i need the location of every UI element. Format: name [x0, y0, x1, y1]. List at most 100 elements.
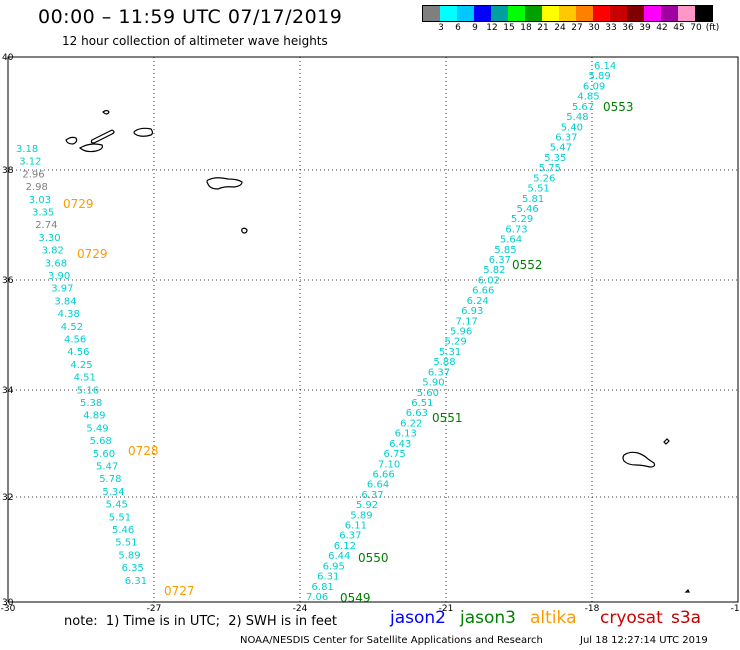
coastline [65, 109, 690, 593]
legend-label: 15 [503, 23, 515, 33]
swh-value: 4.85 [577, 92, 599, 103]
swh-value: 5.47 [96, 462, 118, 473]
swh-value: 6.37 [361, 490, 383, 501]
swh-value: 7.17 [456, 316, 478, 327]
swh-value: 3.82 [42, 246, 64, 257]
swh-value: 5.51 [528, 184, 550, 195]
lat-tick-label: 32 [2, 493, 13, 503]
swh-value: 6.37 [555, 132, 577, 143]
swh-value: 5.51 [115, 538, 137, 549]
swh-value: 2.98 [26, 182, 48, 193]
legend-label: 45 [673, 23, 685, 33]
swh-value: 6.09 [583, 81, 605, 92]
east-track-points: 6.145.896.094.855.675.485.406.375.475.35… [306, 61, 634, 605]
legend-label: 36 [622, 23, 634, 33]
legend-label: 9 [472, 23, 478, 33]
swh-value: 6.37 [339, 531, 361, 542]
swh-value: 5.89 [118, 550, 140, 561]
legend-swatch [440, 6, 457, 21]
island-1 [102, 109, 110, 115]
legend-swatch [423, 6, 440, 21]
satellite-jason3: jason3 [460, 608, 516, 628]
west-track-points: 3.18 3.122.96 2.98 3.03 3.352.74 3.30 3.823.68… [16, 144, 195, 598]
swh-value: 5.26 [533, 173, 555, 184]
swh-value: 6.11 [345, 521, 367, 532]
swh-value: 5.45 [106, 500, 128, 511]
lat-tick-label: 30 [2, 598, 14, 608]
map-title: 00:00 – 11:59 UTC 07/17/2019 [38, 6, 343, 28]
pass-time-label: 0729 [63, 197, 94, 211]
generated-timestamp: Jul 18 12:27:14 UTC 2019 [580, 635, 708, 646]
legend-swatch [457, 6, 474, 21]
legend-swatch [610, 6, 627, 21]
swh-value: 6.93 [461, 306, 483, 317]
swh-value: 5.82 [483, 265, 505, 276]
legend-label: 30 [588, 23, 600, 33]
swh-value: 6.35 [122, 563, 144, 574]
legend-swatch [542, 6, 559, 21]
swh-value: 6.81 [312, 582, 334, 593]
pass-time-label: 0551 [432, 411, 463, 425]
lon-tick-label: -21 [439, 604, 454, 614]
swh-value: 4.51 [74, 373, 96, 384]
legend-label: 42 [656, 23, 668, 33]
swh-value: 4.56 [64, 335, 86, 346]
pass-time-label: 0549 [340, 591, 371, 605]
swh-value: 6.64 [367, 480, 389, 491]
satellite-s3a: s3a [671, 608, 702, 628]
island-2 [65, 136, 78, 145]
swh-value: 5.88 [433, 357, 455, 368]
swh-value: 3.18 [16, 144, 38, 155]
lon-tick-label: -24 [293, 604, 308, 614]
swh-value: 6.22 [400, 418, 422, 429]
swh-value: 5.89 [350, 510, 372, 521]
lat-tick-label: 36 [2, 276, 14, 286]
swh-value: 6.43 [389, 439, 411, 450]
swh-value: 6.24 [467, 296, 489, 307]
island-4 [90, 129, 115, 144]
swh-value: 5.78 [99, 474, 121, 485]
swh-value: 5.46 [112, 525, 134, 536]
pass-time-label: 0553 [603, 100, 634, 114]
pass-time-label: 0728 [128, 444, 159, 458]
pass-time-label: 0550 [358, 551, 389, 565]
swh-value: 6.66 [472, 286, 494, 297]
swh-value: 3.30 [38, 233, 60, 244]
swh-value: 5.68 [90, 436, 112, 447]
swh-value: 5.67 [572, 102, 594, 113]
legend-label: 12 [486, 23, 498, 33]
swh-value: 4.38 [58, 309, 80, 320]
swh-value: 6.31 [125, 576, 147, 587]
swh-value: 6.75 [384, 449, 406, 460]
legend-swatch [508, 6, 525, 21]
swh-value: 2.74 [35, 220, 57, 231]
swh-value: 5.29 [444, 337, 466, 348]
satellite-altika: altika [530, 608, 577, 628]
island-5 [133, 127, 154, 137]
swh-value: 4.52 [61, 322, 83, 333]
map-frame [7, 56, 739, 603]
swh-value: 6.66 [372, 469, 394, 480]
swh-value: 3.84 [54, 296, 76, 307]
swh-value: 5.40 [561, 122, 583, 133]
legend-label: (ft) [705, 23, 720, 33]
legend-label: 27 [571, 23, 583, 33]
legend-label: 6 [455, 23, 461, 33]
swh-value: 7.06 [306, 592, 328, 603]
swh-value: 5.60 [417, 388, 439, 399]
swh-value: 5.51 [109, 512, 131, 523]
swh-value: 5.31 [439, 347, 461, 358]
legend-label: 3 [438, 23, 444, 33]
map-subtitle: 12 hour collection of altimeter wave hei… [62, 34, 328, 48]
swh-value: 5.48 [566, 112, 588, 123]
swh-value: 5.64 [500, 235, 522, 246]
satellite-jason2: jason2 [390, 608, 446, 628]
swh-value: 6.73 [505, 224, 527, 235]
swh-value: 6.13 [395, 429, 417, 440]
swh-value: 4.89 [83, 411, 105, 422]
swh-value: 5.81 [522, 194, 544, 205]
swh-value: 6.14 [594, 61, 616, 72]
swh-value: 5.92 [356, 500, 378, 511]
swh-value: 2.96 [22, 169, 44, 180]
island-8 [622, 451, 656, 468]
